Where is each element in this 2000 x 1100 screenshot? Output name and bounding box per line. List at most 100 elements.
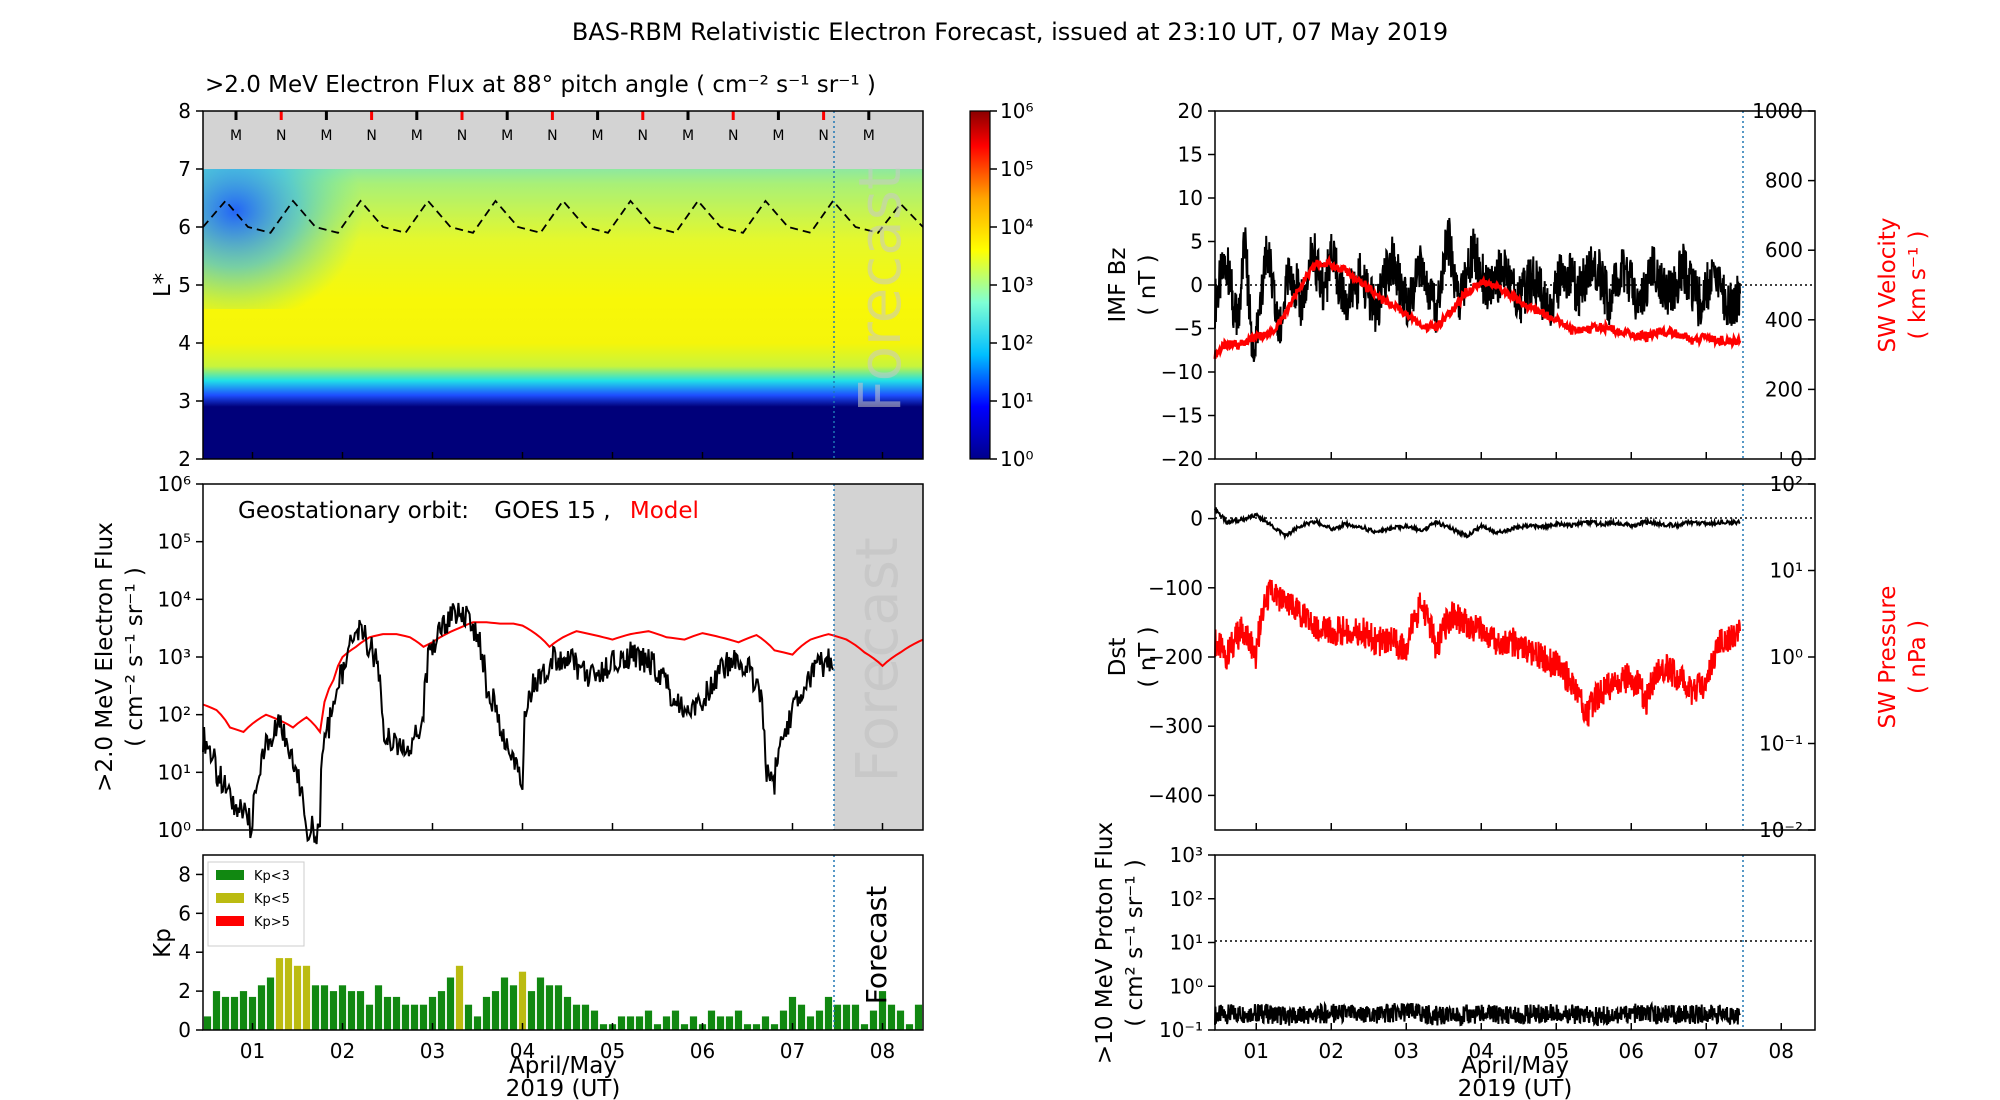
kp-forecast-label: Forecast [860, 886, 893, 1005]
lstar-ytick-label: 3 [178, 389, 191, 413]
proton-ylabel-units: ( cm² s⁻¹ sr⁻¹ ) [1122, 859, 1148, 1027]
geo-legend-model: Model [630, 498, 699, 524]
kp-ytick-label: 0 [178, 1018, 191, 1042]
kp-bar [653, 1024, 662, 1030]
dst-ytick-label: 0 [1190, 507, 1203, 531]
imf-yticks2: 0 200 400 600 800 1000 [1752, 99, 1815, 471]
mn-marker-label: N [547, 128, 557, 144]
kp-bar [455, 965, 464, 1030]
kp-bar [527, 991, 536, 1030]
imf-ytick-label: 5 [1190, 230, 1203, 254]
proton-axes [1214, 854, 1816, 1031]
dst-ytick-label: −400 [1148, 783, 1203, 807]
dst-ylabel2-units: ( nPa ) [1905, 620, 1931, 694]
kp-legend-label-2: Kp<5 [254, 892, 290, 907]
imf-right-ytick-label: 800 [1765, 169, 1803, 193]
kp-bar [680, 1024, 689, 1030]
geo-ytick-label: 10⁰ [158, 818, 191, 842]
mn-marker-label: N [728, 128, 738, 144]
kp-bar [887, 1004, 896, 1030]
kp-bar [383, 996, 392, 1030]
kp-bar [275, 958, 284, 1030]
lstar-forecast-header [203, 111, 923, 169]
kp-bar [554, 985, 563, 1030]
colorbar-tick-label: 10⁰ [1000, 447, 1033, 471]
mn-marker-label: N [457, 128, 467, 144]
lstar-ytick-label: 5 [178, 273, 191, 297]
kp-bar [509, 985, 518, 1030]
kp-bar [563, 996, 572, 1030]
kp-xtick-label: 07 [780, 1039, 805, 1063]
lstar-ytick-label: 4 [178, 331, 191, 355]
colorbar-tick-label: 10⁵ [1000, 157, 1033, 181]
kp-bar [635, 1016, 644, 1030]
kp-bar [428, 996, 437, 1030]
geo-ytick-label: 10⁵ [158, 530, 191, 554]
kp-bar [401, 1004, 410, 1030]
kp-bar [518, 971, 527, 1030]
imf-right-ytick-label: 200 [1765, 377, 1803, 401]
kp-bar [797, 1004, 806, 1030]
kp-xtick-label: 03 [420, 1039, 445, 1063]
imf-yticks: −20 −15 −10 −5 0 5 10 15 20 [1161, 99, 1215, 471]
imf-right-ytick-label: 400 [1765, 308, 1803, 332]
kp-bar [914, 1004, 923, 1030]
geo-yticks: 10⁰ 10¹ 10² 10³ 10⁴ 10⁵ 10⁶ [158, 472, 203, 842]
kp-bar [671, 1010, 680, 1030]
kp-bar [257, 985, 266, 1030]
colorbar-ticks: 10⁰ 10¹ 10² 10³ 10⁴ 10⁵ 10⁶ [990, 99, 1033, 471]
dst-yticks: −400 −300 −200 −100 0 [1148, 507, 1215, 807]
kp-bar [788, 996, 797, 1030]
imf-bz-line [1214, 217, 1741, 362]
kp-bar [581, 1004, 590, 1030]
proton-xticks: 01 02 03 04 05 06 07 08 [1244, 1023, 1794, 1063]
kp-bar [842, 1004, 851, 1030]
dst-xticks [1255, 823, 1782, 830]
kp-bar [320, 985, 329, 1030]
geo-ylabel: >2.0 MeV Electron Flux [92, 522, 118, 792]
kp-legend-swatch-3 [216, 916, 244, 926]
imf-right-ytick-label: 600 [1765, 238, 1803, 262]
kp-bar [248, 996, 257, 1030]
mn-marker-label: N [638, 128, 648, 144]
kp-bar [500, 977, 509, 1030]
mn-marker-label: N [818, 128, 828, 144]
geo-legend-sep: , [603, 498, 610, 524]
mn-marker-label: M [592, 128, 604, 144]
kp-xtick-label: 06 [690, 1039, 715, 1063]
colorbar-tick-label: 10¹ [1000, 389, 1033, 413]
kp-bar [833, 1004, 842, 1030]
kp-bar [707, 1010, 716, 1030]
kp-bar [905, 1024, 914, 1030]
geo-goes-line [202, 602, 834, 845]
kp-bar [824, 996, 833, 1030]
kp-bar [221, 996, 230, 1030]
mn-marker-label: M [863, 128, 875, 144]
kp-bar [770, 1024, 779, 1030]
imf-right-ytick-label: 0 [1790, 447, 1803, 471]
kp-bar [869, 1010, 878, 1030]
kp-ytick-label: 2 [178, 979, 191, 1003]
kp-bar [734, 1010, 743, 1030]
kp-bar [491, 991, 500, 1030]
kp-bar [212, 991, 221, 1030]
kp-bar [572, 1004, 581, 1030]
kp-bar [347, 991, 356, 1030]
geo-legend: Geostationary orbit: GOES 15 , Model [238, 498, 699, 524]
kp-bar [545, 985, 554, 1030]
proton-xtick-label: 05 [1544, 1039, 1569, 1063]
lstar-xticks [251, 452, 884, 459]
kp-bar [203, 1016, 212, 1030]
proton-yticks: 10⁻¹ 10⁰ 10¹ 10² 10³ [1159, 843, 1215, 1042]
kp-bar [365, 1004, 374, 1030]
proton-ytick-label: 10⁻¹ [1159, 1018, 1203, 1042]
kp-bar [464, 1004, 473, 1030]
imf-ytick-label: 20 [1178, 99, 1203, 123]
kp-xtick-label: 05 [600, 1039, 625, 1063]
imf-ylabel: IMF Bz [1105, 247, 1131, 322]
dst-ylabel-units: ( nT ) [1135, 626, 1161, 687]
proton-ytick-label: 10³ [1170, 843, 1203, 867]
proton-xlabel2: 2019 (UT) [1458, 1076, 1573, 1100]
